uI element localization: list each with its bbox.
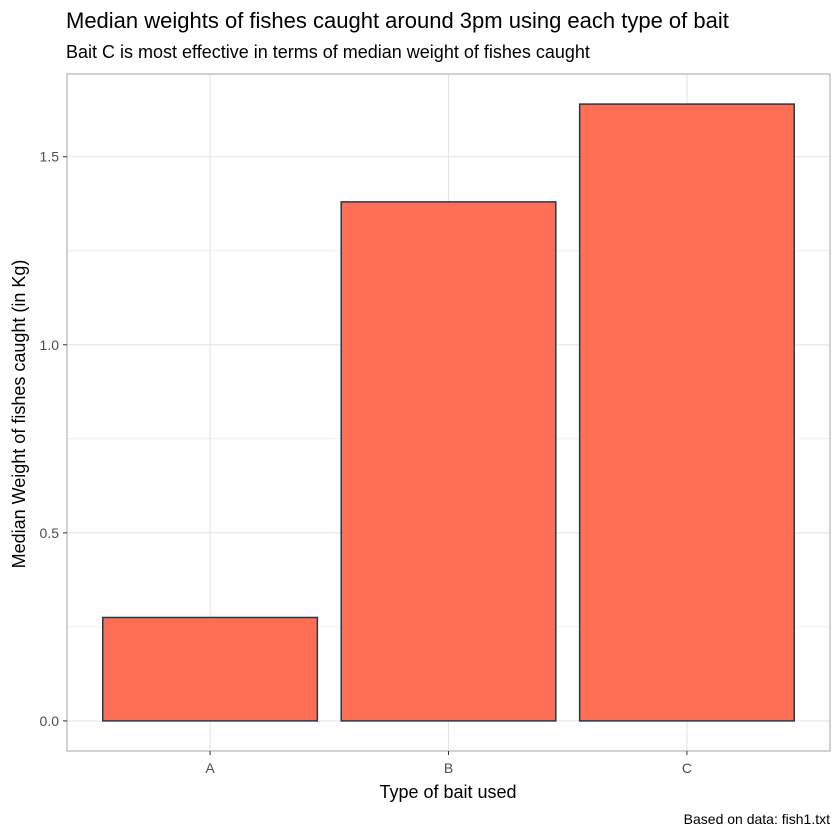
x-tick-label: A: [205, 760, 215, 776]
x-axis-title: Type of bait used: [379, 782, 516, 802]
y-axis-ticks: 0.0 0.5 1.0 1.5: [40, 149, 67, 729]
y-axis-title: Median Weight of fishes caught (in Kg): [9, 260, 29, 569]
y-tick-label: 0.5: [40, 525, 60, 541]
bars: [102, 103, 795, 722]
x-tick-label: B: [444, 760, 453, 776]
x-axis-ticks: A B C: [205, 751, 692, 776]
bar-a: [102, 616, 319, 722]
chart-title: Median weights of fishes caught around 3…: [66, 8, 729, 33]
y-tick-label: 1.5: [40, 149, 60, 165]
y-tick-label: 0.0: [40, 713, 60, 729]
x-tick-label: C: [682, 760, 692, 776]
bar-b: [340, 201, 557, 722]
y-tick-label: 1.0: [40, 337, 60, 353]
bar-c: [578, 103, 795, 722]
chart-caption: Based on data: fish1.txt: [684, 811, 830, 827]
chart-subtitle: Bait C is most effective in terms of med…: [66, 42, 590, 62]
